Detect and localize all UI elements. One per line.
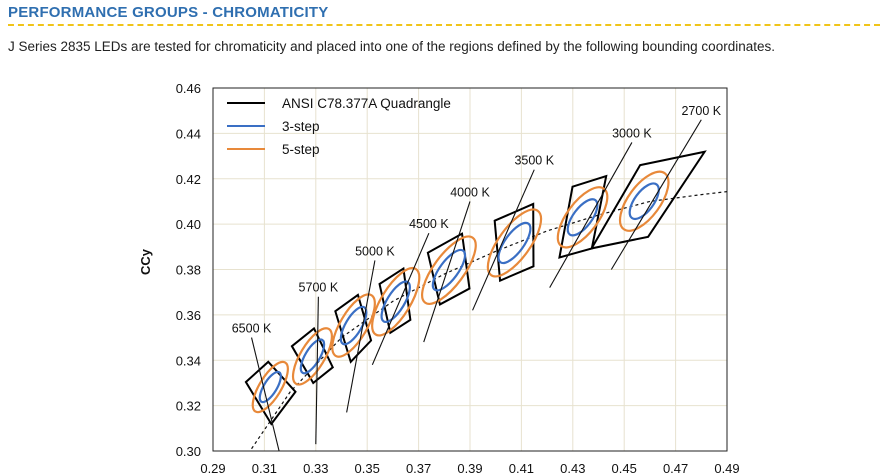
y-tick-label: 0.46 bbox=[176, 81, 201, 96]
y-axis-label: CCy bbox=[138, 248, 153, 275]
cct-isotherm-line bbox=[549, 142, 633, 288]
x-tick-label: 0.47 bbox=[663, 461, 688, 474]
x-tick-label: 0.49 bbox=[714, 461, 739, 474]
x-tick-label: 0.43 bbox=[560, 461, 585, 474]
planckian-locus bbox=[251, 191, 727, 450]
y-tick-label: 0.40 bbox=[176, 217, 201, 232]
five-step-ellipse bbox=[291, 327, 333, 386]
y-tick-label: 0.32 bbox=[176, 399, 201, 414]
y-tick-label: 0.38 bbox=[176, 263, 201, 278]
cct-isotherm-line bbox=[346, 260, 376, 413]
ansi-quadrangle bbox=[426, 232, 471, 306]
x-tick-label: 0.31 bbox=[252, 461, 277, 474]
cct-label: 4000 K bbox=[450, 185, 490, 199]
section-title: PERFORMANCE GROUPS - CHROMATICITY bbox=[8, 4, 329, 21]
cct-label: 3500 K bbox=[514, 154, 554, 168]
plot-frame bbox=[212, 87, 728, 452]
ansi-quadrangle bbox=[378, 266, 412, 335]
intro-text: J Series 2835 LEDs are tested for chroma… bbox=[8, 39, 775, 54]
x-tick-label: 0.41 bbox=[509, 461, 534, 474]
cct-label: 3000 K bbox=[612, 126, 652, 140]
y-tick-label: 0.30 bbox=[176, 444, 201, 459]
cct-isotherm-line bbox=[371, 232, 430, 366]
five-step-ellipse bbox=[251, 360, 289, 414]
legend-label: ANSI C78.377A Quadrangle bbox=[282, 96, 451, 111]
cct-isotherm-line bbox=[423, 201, 471, 343]
cct-label: 6500 K bbox=[232, 322, 272, 336]
five-step-ellipse bbox=[421, 235, 477, 305]
three-step-ellipse bbox=[339, 305, 368, 346]
cct-isotherm-line bbox=[251, 337, 280, 451]
x-tick-label: 0.33 bbox=[303, 461, 328, 474]
three-step-ellipse bbox=[299, 338, 326, 375]
ansi-quadrangle bbox=[290, 326, 335, 385]
cct-label: 4500 K bbox=[409, 217, 449, 231]
three-step-ellipse bbox=[431, 248, 467, 292]
x-tick-label: 0.35 bbox=[355, 461, 380, 474]
y-tick-label: 0.36 bbox=[176, 308, 201, 323]
three-step-ellipse bbox=[628, 182, 660, 221]
y-tick-label: 0.34 bbox=[176, 353, 201, 368]
cct-label: 5000 K bbox=[355, 244, 395, 258]
y-tick-label: 0.44 bbox=[176, 126, 201, 141]
cct-label: 2700 K bbox=[681, 104, 721, 118]
cct-label: 5700 K bbox=[299, 281, 339, 295]
three-step-ellipse bbox=[258, 370, 282, 404]
five-step-ellipse bbox=[556, 186, 609, 249]
title-divider bbox=[8, 24, 880, 26]
x-tick-label: 0.45 bbox=[612, 461, 637, 474]
three-step-ellipse bbox=[566, 198, 599, 237]
x-tick-label: 0.37 bbox=[406, 461, 431, 474]
three-step-ellipse bbox=[497, 221, 532, 265]
x-tick-label: 0.29 bbox=[200, 461, 225, 474]
cct-isotherm-line bbox=[472, 169, 535, 311]
legend-label: 5-step bbox=[282, 142, 320, 157]
five-step-ellipse bbox=[486, 208, 543, 278]
legend-label: 3-step bbox=[282, 119, 320, 134]
y-tick-label: 0.42 bbox=[176, 172, 201, 187]
ansi-quadrangle bbox=[589, 150, 707, 250]
five-step-ellipse bbox=[371, 266, 421, 337]
five-step-ellipse bbox=[331, 293, 376, 358]
cct-isotherm-line bbox=[610, 119, 702, 270]
five-step-ellipse bbox=[618, 170, 670, 232]
x-tick-label: 0.39 bbox=[457, 461, 482, 474]
cct-isotherm-line bbox=[315, 296, 319, 445]
